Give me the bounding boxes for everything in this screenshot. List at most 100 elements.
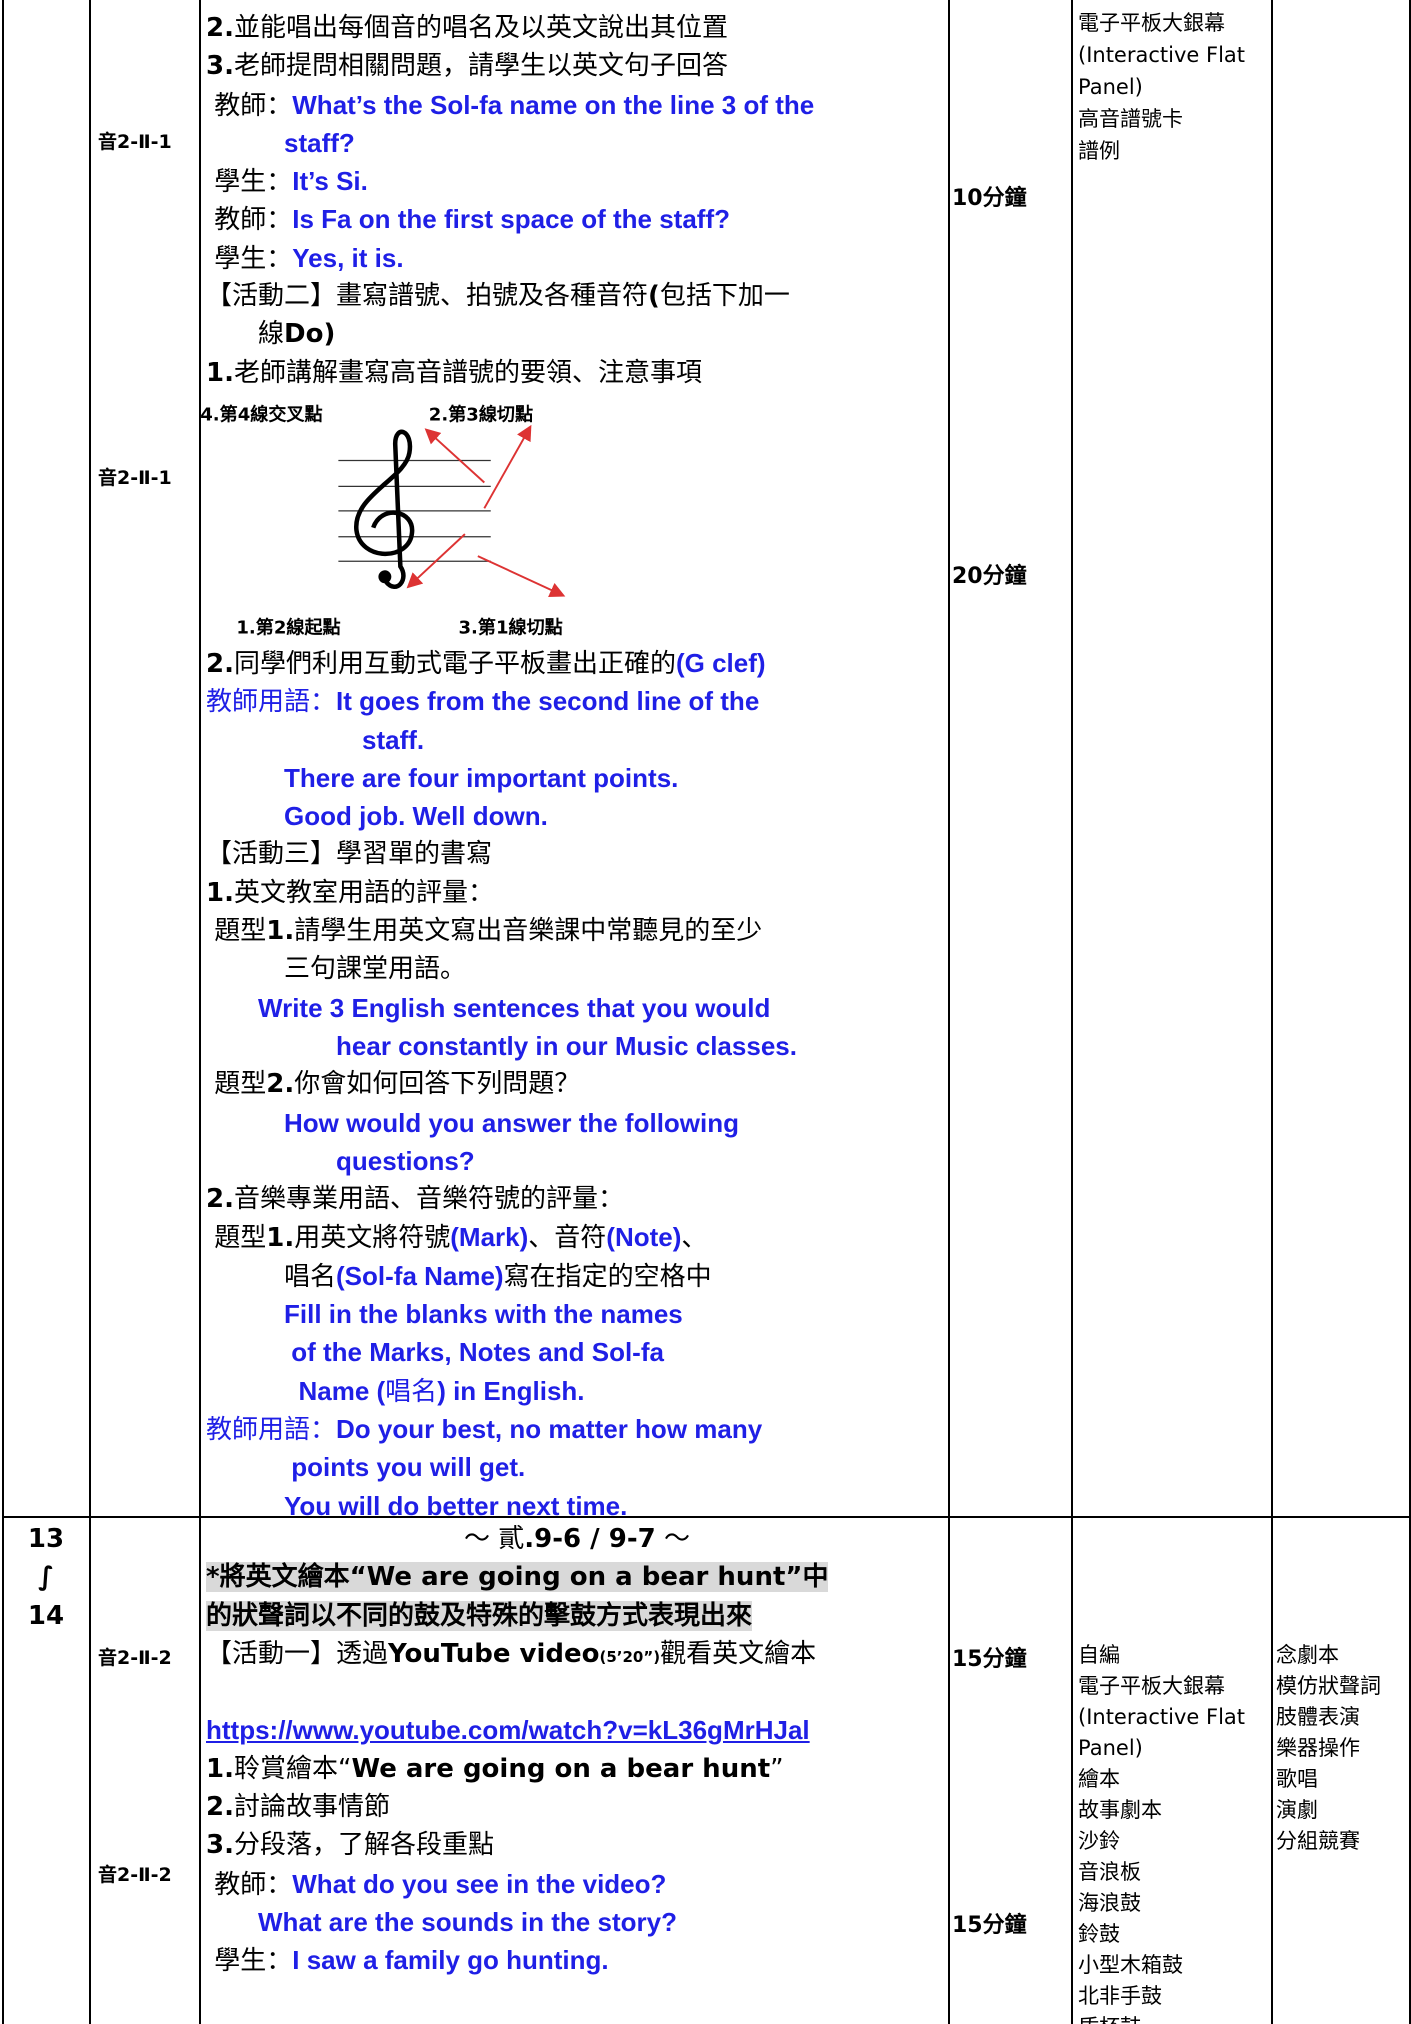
text-segment: 音樂專業用語、音樂符號的評量：	[233, 1184, 624, 1215]
text-line: 教師用語：It goes from the second line of the	[206, 682, 948, 720]
text-segment: YouTube video	[388, 1638, 600, 1669]
duration: 10分鐘	[952, 186, 1027, 211]
treble-clef	[354, 429, 415, 589]
text-line: 1.聆賞繪本“We are going on a bear hunt”	[206, 1750, 948, 1788]
text-segment: 學生：	[206, 243, 293, 274]
text-segment: 你會如何回答下列問題？	[294, 1069, 581, 1100]
text-segment: What’s the Sol-fa name on the line 3 of …	[292, 89, 815, 120]
text-segment: 並能唱出每個音的唱名及以英文說出其位置	[233, 13, 728, 43]
text-segment	[206, 764, 284, 794]
text-segment: 1.	[266, 1223, 295, 1254]
text-line: 1.英文教室用語的評量：	[206, 874, 948, 912]
text-segment	[206, 726, 362, 756]
resource: 音浪板	[1078, 1860, 1141, 1884]
border	[2, 0, 4, 2024]
text-segment: What are the sounds in the story?	[258, 1906, 677, 1937]
text-line: Good job. Well down.	[206, 797, 948, 835]
activity-cell: 2.並能唱出每個音的唱名及以英文說出其位置 3.老師提問相關問題，請學生以英文句子…	[200, 9, 948, 1525]
text-segment: 寫在指定的空格中	[503, 1261, 712, 1292]
text-segment: 老師提問相關問題，請學生以英文句子回答	[233, 51, 728, 82]
text-segment: 3.	[206, 1830, 234, 1861]
text-segment: 線	[206, 319, 285, 350]
duration: 15分鐘	[952, 1913, 1027, 1938]
text-segment: points you will get.	[284, 1452, 526, 1483]
text-line: of the Marks, Notes and Sol-fa	[206, 1333, 948, 1371]
text-line: 教師用語：Do your best, no matter how many	[206, 1410, 948, 1448]
text-line: 1.老師講解畫寫高音譜號的要領、注意事項	[206, 354, 948, 392]
video-link[interactable]: https://www.youtube.com/watch?v=kL36gMrH…	[206, 1715, 810, 1746]
week-text: ∫	[38, 1562, 54, 1593]
week-text: 13	[27, 1524, 65, 1554]
text-segment: 【活動二】畫寫譜號、拍號及各種音符	[206, 281, 649, 312]
text-segment: 2.	[206, 1792, 234, 1823]
text-segment	[206, 994, 258, 1024]
text-segment: 老師講解畫寫高音譜號的要領、注意事項	[233, 357, 702, 388]
resource: 繪本	[1078, 1767, 1120, 1791]
text-segment: 英文教室用語的評量：	[233, 877, 494, 908]
text-segment: How would you answer the following	[284, 1107, 740, 1138]
text-line: 2.同學們利用互動式電子平板畫出正確的(G clef)	[206, 644, 948, 682]
text-line: How would you answer the following	[206, 1104, 948, 1142]
resource: 高音譜號卡	[1078, 107, 1183, 131]
text-line: 題型1.用英文將符號(Mark)、音符(Note)、	[206, 1218, 948, 1256]
week-number: 13 ∫ 14	[4, 1520, 88, 1635]
text-segment: 學生：	[206, 1946, 293, 1977]
border	[1271, 0, 1273, 2024]
text-segment: I saw a family go hunting.	[292, 1945, 609, 1976]
text-segment: 2.	[206, 13, 234, 43]
text-segment: 【活動一】透過	[206, 1638, 389, 1669]
text-segment	[206, 1338, 284, 1368]
text-segment: questions?	[336, 1145, 475, 1176]
text-segment: ) in English.	[437, 1375, 585, 1406]
text-segment: of the Marks, Notes and Sol-fa	[284, 1337, 664, 1368]
resource: 北非手鼓	[1078, 1984, 1162, 2008]
text-segment: Is Fa on the first space of the staff?	[292, 204, 730, 235]
assessment: 分組競賽	[1276, 1829, 1360, 1853]
diagram-label: 4.第4線交叉點	[200, 403, 322, 425]
text-segment: 三句課堂用語。	[206, 954, 467, 985]
text-segment: 教師用語：	[206, 687, 337, 718]
text-line: 【活動三】學習單的書寫	[206, 835, 948, 873]
border	[199, 0, 201, 2024]
text-segment: (5’20”)	[599, 1647, 661, 1666]
text-line: 題型1.請學生用英文寫出音樂課中常聽見的至少	[206, 912, 948, 950]
text-segment	[206, 802, 284, 832]
curriculum-code: 音2-Ⅱ-2	[98, 1864, 172, 1886]
resource: 沙鈴	[1078, 1829, 1120, 1853]
text-segment: ～	[655, 1524, 690, 1554]
resource: (Interactive Flat	[1078, 1705, 1246, 1729]
text-line: 的狀聲詞以不同的鼓及特殊的擊鼓方式表現出來	[206, 1597, 948, 1635]
diagram-label: 1.第2線起點	[236, 616, 340, 638]
text-segment: hear constantly in our Music classes.	[336, 1030, 797, 1061]
activity-cell: ～ 貳.9-6 / 9-7 ～ *將英文繪本“We are going on a …	[206, 1520, 948, 1980]
text-segment: 唱名	[206, 1261, 337, 1292]
text-segment	[206, 1492, 284, 1522]
resource: 小型木箱鼓	[1078, 1953, 1183, 1977]
text-line: questions?	[206, 1142, 948, 1180]
text-segment: 2.	[206, 648, 234, 679]
text-segment: 用英文將符號	[294, 1223, 451, 1254]
text-segment: 唱名	[385, 1376, 438, 1407]
text-segment: 3.	[206, 51, 234, 82]
text-line: *將英文繪本“We are going on a bear hunt”中	[206, 1558, 948, 1596]
text-segment: 教師：	[206, 205, 293, 236]
text-segment: (Mark)	[450, 1222, 529, 1253]
text-line: Write 3 English sentences that you would	[206, 989, 948, 1027]
text-line: points you will get.	[206, 1448, 948, 1486]
text-segment: You will do better next time.	[284, 1490, 628, 1521]
text-line: Name (唱名) in English.	[206, 1372, 948, 1410]
text-segment: 題型	[206, 1069, 267, 1100]
highlighted-text: *將英文繪本“We are going on a bear hunt”中	[206, 1562, 829, 1593]
arrow	[406, 533, 466, 589]
clef-dot	[378, 570, 392, 584]
text-line: 線Do)	[206, 315, 948, 353]
arrow	[424, 428, 485, 484]
text-segment: 學生：	[206, 167, 293, 198]
text-line: There are four important points.	[206, 759, 948, 797]
text-segment: 請學生用英文寫出音樂課中常聽見的至少	[294, 916, 763, 947]
text-segment: staff?	[284, 127, 355, 158]
assessment: 歌唱	[1276, 1767, 1318, 1791]
text-line: 學生：I saw a family go hunting.	[206, 1941, 948, 1979]
highlighted-text: 的狀聲詞以不同的鼓及特殊的擊鼓方式表現出來	[206, 1600, 753, 1631]
text-line: 2.並能唱出每個音的唱名及以英文說出其位置	[206, 9, 948, 47]
